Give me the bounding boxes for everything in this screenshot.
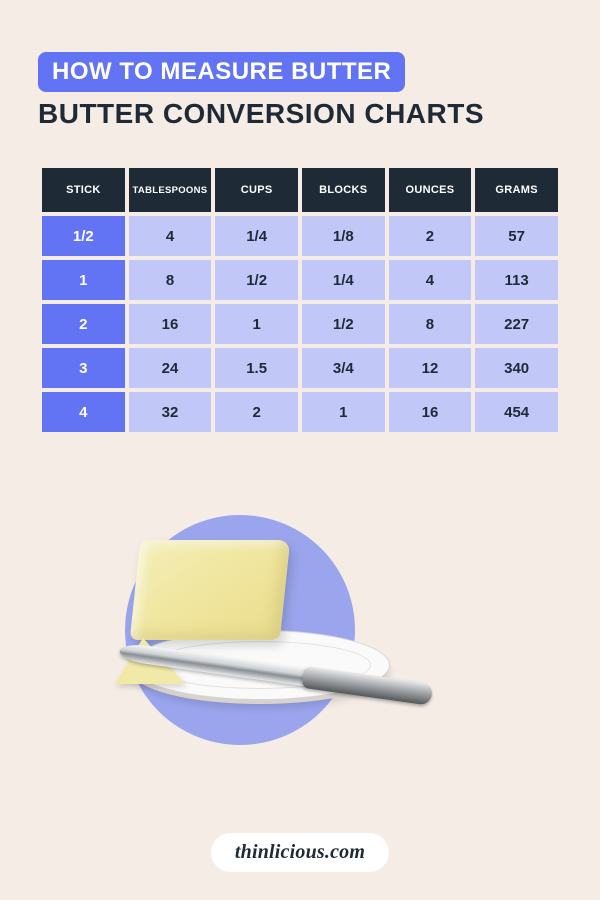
table-cell: 8: [129, 260, 212, 300]
table-cell: 24: [129, 348, 212, 388]
table-cell: 1/4: [215, 216, 298, 256]
table-cell: 16: [129, 304, 212, 344]
table-cell: 1.5: [215, 348, 298, 388]
table-cell: 1/4: [302, 260, 385, 300]
table-cell: 1: [215, 304, 298, 344]
table-cell: 4: [389, 260, 472, 300]
table-row-key: 3: [42, 348, 125, 388]
table-cell: 4: [129, 216, 212, 256]
table-cell: 340: [475, 348, 558, 388]
table-cell: 113: [475, 260, 558, 300]
table-cell: 1: [302, 392, 385, 432]
table-cell: 454: [475, 392, 558, 432]
table-row-key: 4: [42, 392, 125, 432]
table-row: 3241.53/412340: [42, 348, 558, 388]
table-col-header: OUNCES: [389, 168, 472, 212]
table-col-header: GRAMS: [475, 168, 558, 212]
table-cell: 1/2: [302, 304, 385, 344]
table-cell: 57: [475, 216, 558, 256]
table-col-header: CUPS: [215, 168, 298, 212]
table-row: 181/21/44113: [42, 260, 558, 300]
illustration: [0, 500, 600, 800]
table-col-header: TABLESPOONS: [129, 168, 212, 212]
title-pill: HOW TO MEASURE BUTTER: [38, 52, 405, 92]
table-cell: 2: [215, 392, 298, 432]
table-cell: 227: [475, 304, 558, 344]
table-row-key: 1/2: [42, 216, 125, 256]
table-cell: 32: [129, 392, 212, 432]
table-row: 1/241/41/8257: [42, 216, 558, 256]
table-cell: 16: [389, 392, 472, 432]
table-cell: 12: [389, 348, 472, 388]
subtitle: BUTTER CONVERSION CHARTS: [38, 98, 562, 130]
table-cell: 1/8: [302, 216, 385, 256]
table-cell: 1/2: [215, 260, 298, 300]
table-col-header: BLOCKS: [302, 168, 385, 212]
table-row: 4322116454: [42, 392, 558, 432]
table-cell: 8: [389, 304, 472, 344]
table-header-row: STICKTABLESPOONSCUPSBLOCKSOUNCESGRAMS: [42, 168, 558, 212]
table-cell: 3/4: [302, 348, 385, 388]
table-row-key: 1: [42, 260, 125, 300]
butter-block-icon: [130, 540, 291, 640]
table-row: 21611/28227: [42, 304, 558, 344]
brand-badge: thinlicious.com: [211, 833, 389, 872]
table-col-header: STICK: [42, 168, 125, 212]
conversion-table: STICKTABLESPOONSCUPSBLOCKSOUNCESGRAMS 1/…: [38, 164, 562, 436]
table-body: 1/241/41/8257181/21/4411321611/282273241…: [42, 216, 558, 432]
page-root: HOW TO MEASURE BUTTER BUTTER CONVERSION …: [0, 0, 600, 900]
table-row-key: 2: [42, 304, 125, 344]
table-cell: 2: [389, 216, 472, 256]
